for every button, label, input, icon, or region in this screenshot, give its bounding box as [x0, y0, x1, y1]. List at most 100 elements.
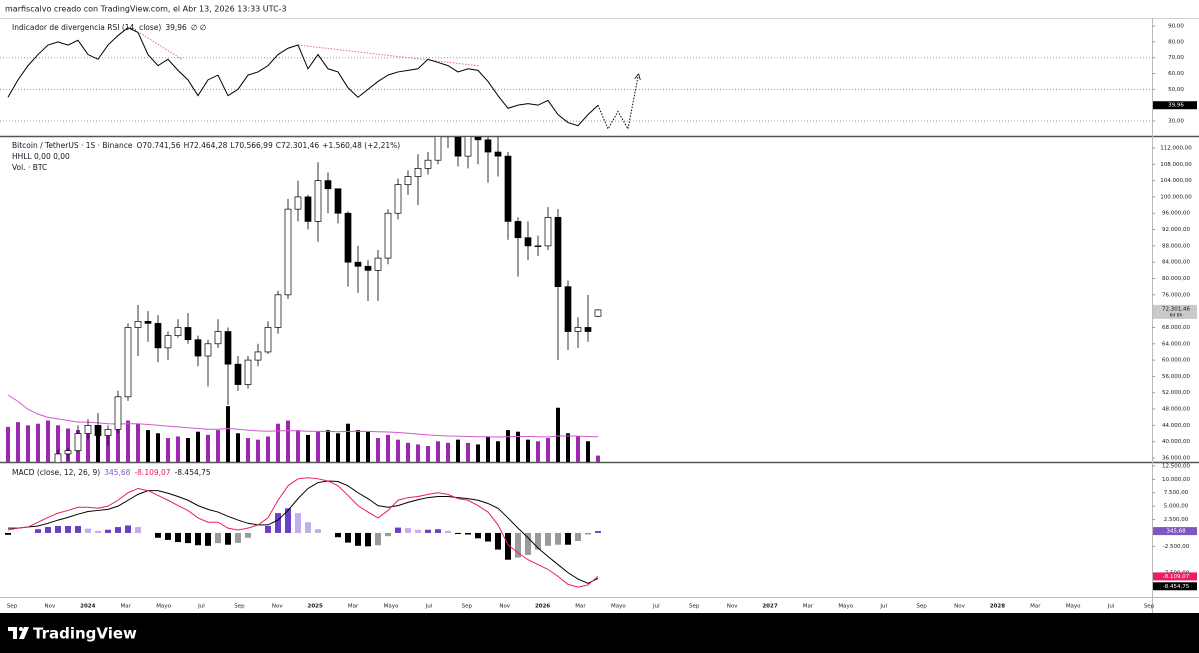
macd-histogram-bar [585, 532, 591, 535]
candle-body [464, 137, 472, 157]
macd-histogram-bar [495, 532, 501, 550]
volume-bar [376, 438, 380, 462]
rsi-title: Indicador de divergencia RSI (14, close) [12, 23, 161, 32]
y-tick-label: 90,00 [1168, 24, 1184, 30]
macd-histogram-bar [385, 532, 391, 537]
macd-histogram-bar [435, 529, 441, 533]
macd-histogram-bar [295, 513, 301, 533]
volume-bar [516, 431, 520, 462]
macd-hist-value: 345,68 [104, 468, 130, 477]
candle-body [574, 327, 582, 332]
candle-body [204, 343, 212, 357]
volume-bar [406, 442, 410, 462]
signal-last-label: -8.454,75 [1163, 584, 1190, 590]
macd-histogram-bar [545, 532, 551, 546]
candle-body [384, 212, 392, 259]
volume-bar [146, 430, 150, 462]
y-tick-label: 7.500,00 [1164, 490, 1189, 496]
volume-bar [46, 420, 50, 462]
candle-body [354, 261, 362, 267]
rsi-value: 39,96 [165, 23, 187, 32]
macd-hist-last-label: 345,68 [1166, 529, 1186, 535]
macd-histogram-bar [425, 529, 431, 533]
macd-histogram-bar [555, 532, 561, 545]
y-tick-label: 60.000,00 [1162, 358, 1190, 364]
volume-bar [486, 436, 490, 462]
volume-bar [116, 426, 120, 462]
candle-body [264, 327, 272, 353]
y-tick-label: 112.000,00 [1160, 145, 1192, 151]
volume-bar [26, 425, 30, 462]
volume-bar [506, 430, 510, 462]
volume-bar [266, 436, 270, 462]
volume-bar [196, 431, 200, 462]
y-tick-label: 60,00 [1168, 71, 1184, 77]
macd-histogram-bar [455, 532, 461, 535]
macd-histogram-bar [505, 532, 511, 560]
x-tick-label: Sep [234, 604, 245, 610]
y-tick-label: 30,00 [1168, 118, 1184, 124]
y-tick-label: 64.000,00 [1162, 341, 1190, 347]
signal-last-label-box [1153, 582, 1197, 591]
x-tick-label: 2026 [535, 604, 550, 610]
candle-body [64, 450, 72, 455]
volume-bar [596, 455, 600, 462]
macd-histogram-bar [95, 530, 101, 533]
y-tick-label: 108.000,00 [1160, 162, 1192, 168]
ohlc: C72.301,46 [276, 141, 320, 150]
candle-body [504, 155, 512, 222]
macd-histogram-bar [315, 529, 321, 533]
y-tick-label: 104.000,00 [1160, 178, 1192, 184]
macd-histogram-bar [565, 532, 571, 545]
price-pane [6, 137, 602, 462]
volume-ma [7, 394, 599, 438]
macd-histogram-bar [65, 525, 71, 533]
volume-bar [86, 425, 90, 462]
x-tick-label: Mar [121, 604, 132, 610]
macd-histogram-bar [265, 525, 271, 533]
candle-body [144, 320, 152, 324]
rsi-extra: ∅ ∅ [191, 23, 206, 32]
y-tick-label: 68.000,00 [1162, 325, 1190, 331]
candle-body [514, 221, 522, 239]
x-tick-label: 2025 [308, 604, 323, 610]
candle-body [374, 257, 382, 271]
volume-bar [336, 433, 340, 462]
volume-bar [36, 423, 40, 462]
macd-histogram-bar [405, 528, 411, 533]
macd-histogram-bar [215, 532, 221, 544]
x-tick-label: Jul [652, 604, 660, 610]
rsi-last-label: 39,96 [1168, 103, 1184, 109]
x-tick-label: Mayo [384, 604, 399, 610]
y-tick-label: -2.500,00 [1163, 544, 1190, 550]
candle-body [364, 265, 372, 271]
candle-body [394, 184, 402, 214]
macd-histogram-bar [195, 532, 201, 546]
macd-histogram-bar [205, 532, 211, 546]
volume-bar [556, 407, 560, 462]
x-tick-label: Nov [45, 604, 56, 610]
y-tick-label: 76.000,00 [1162, 292, 1190, 298]
x-tick-label: Mar [1030, 604, 1041, 610]
volume-bar [396, 439, 400, 462]
divergence-line [297, 44, 481, 67]
macd-histogram-bar [365, 532, 371, 547]
macd-histogram-bar [165, 532, 171, 540]
macd-title: MACD (close, 12, 26, 9) [12, 468, 100, 477]
y-tick-label: 84.000,00 [1162, 260, 1190, 266]
volume-bar [206, 434, 210, 462]
macd-histogram-bar [445, 530, 451, 533]
macd-histogram-bar [35, 529, 41, 533]
rsi-pane [0, 27, 1152, 131]
macd-histogram-bar [345, 532, 351, 543]
x-tick-label: Mar [575, 604, 586, 610]
macd-signal-value: -8.454,75 [175, 468, 211, 477]
macd-histogram-bar [275, 513, 281, 533]
macd-histogram-bar [235, 532, 241, 543]
price-legend: Bitcoin / TetherUS · 1S · Binance O70.741… [12, 141, 400, 150]
macd-histogram-bar [135, 527, 141, 533]
candle-body [584, 327, 592, 332]
volume-bar [456, 439, 460, 462]
candle-body [324, 180, 332, 190]
candle-body [114, 396, 122, 430]
